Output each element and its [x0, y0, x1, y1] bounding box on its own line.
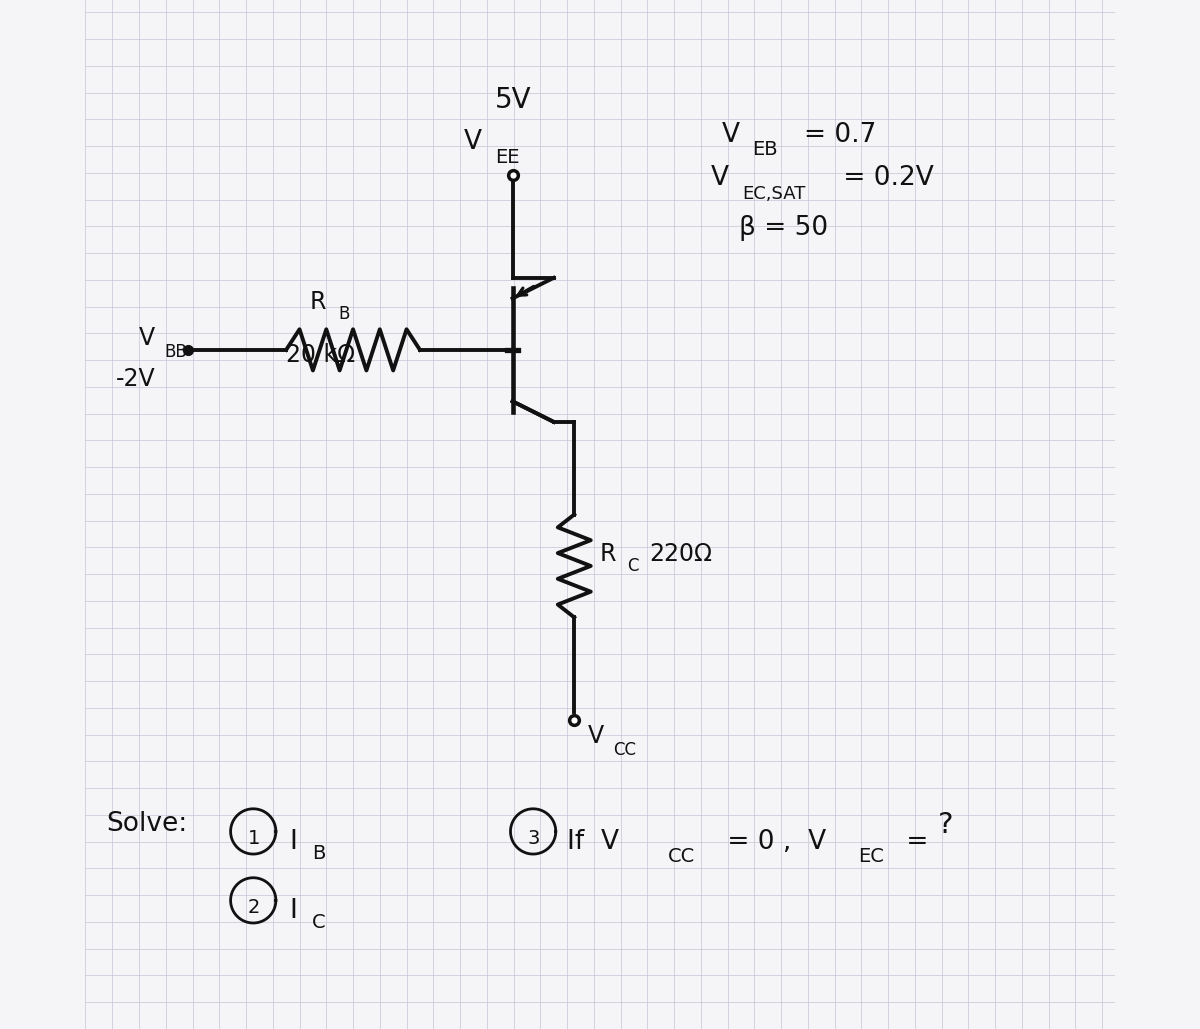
Text: 3: 3 — [528, 828, 540, 848]
Text: C: C — [312, 913, 325, 932]
Text: = 0 ,  V: = 0 , V — [719, 829, 827, 855]
Text: B: B — [312, 844, 325, 863]
Text: I: I — [289, 898, 298, 924]
Text: V: V — [139, 326, 155, 350]
Text: If  V: If V — [568, 829, 619, 855]
Text: EC: EC — [858, 847, 884, 866]
Text: R: R — [310, 290, 326, 314]
Text: 220Ω: 220Ω — [649, 542, 713, 566]
Text: -2V: -2V — [116, 367, 156, 391]
Text: 20 kΩ: 20 kΩ — [286, 344, 355, 367]
Text: ?: ? — [937, 812, 953, 840]
Text: BB: BB — [164, 343, 187, 361]
Text: V: V — [721, 122, 739, 148]
Text: 1: 1 — [248, 828, 260, 848]
Text: = 0.7: = 0.7 — [804, 122, 876, 148]
Text: = 0.2V: = 0.2V — [835, 166, 934, 191]
Text: I: I — [289, 829, 298, 855]
Text: V: V — [464, 130, 482, 155]
Text: CC: CC — [613, 741, 636, 759]
Text: V: V — [588, 724, 604, 748]
Text: EB: EB — [752, 140, 778, 159]
Text: EE: EE — [496, 147, 520, 167]
Text: B: B — [338, 305, 350, 323]
Text: CC: CC — [668, 847, 695, 866]
Text: EC,SAT: EC,SAT — [742, 184, 805, 203]
Text: 2: 2 — [248, 897, 260, 917]
Text: Solve:: Solve: — [106, 812, 187, 838]
Text: β = 50: β = 50 — [739, 215, 828, 241]
Text: C: C — [626, 557, 638, 575]
Text: =: = — [899, 829, 937, 855]
Text: R: R — [600, 542, 617, 566]
Text: V: V — [712, 166, 730, 191]
Text: 5V: 5V — [496, 86, 532, 114]
